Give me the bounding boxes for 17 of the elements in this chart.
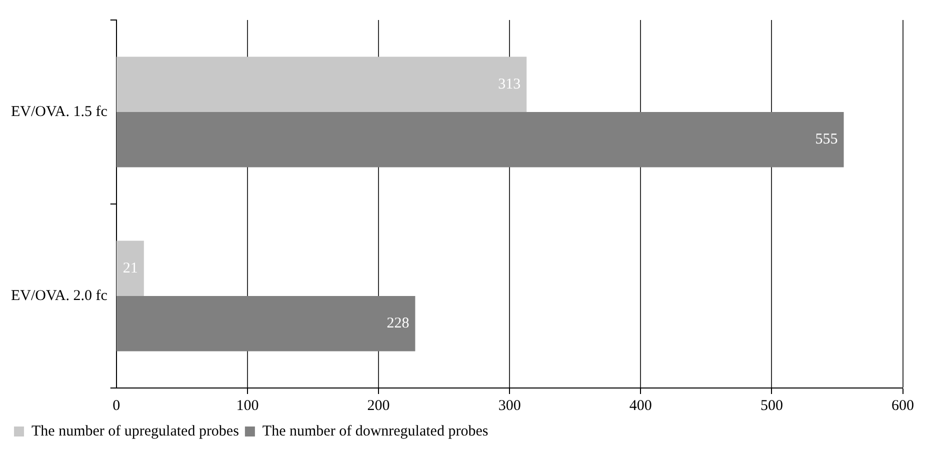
y-tick-label: EV/OVA. 1.5 fc — [10, 104, 108, 120]
x-tick-label: 300 — [498, 398, 521, 414]
x-tick-label: 100 — [236, 398, 259, 414]
bar — [116, 56, 527, 112]
data-label: 555 — [815, 132, 838, 148]
bar — [116, 112, 844, 168]
legend-label: The number of upregulated probes — [32, 423, 240, 440]
x-tick-label: 600 — [892, 398, 914, 414]
data-label: 228 — [386, 316, 410, 332]
bar — [116, 240, 144, 296]
x-tick-label: 200 — [367, 398, 390, 414]
bar — [116, 296, 416, 352]
legend-label: The number of downregulated probes — [262, 423, 488, 440]
x-tick-label: 500 — [760, 398, 783, 414]
x-tick-label: 400 — [629, 398, 652, 414]
x-tick-label: 0 — [112, 398, 120, 414]
y-tick-label: EV/OVA. 2.0 fc — [10, 288, 108, 304]
